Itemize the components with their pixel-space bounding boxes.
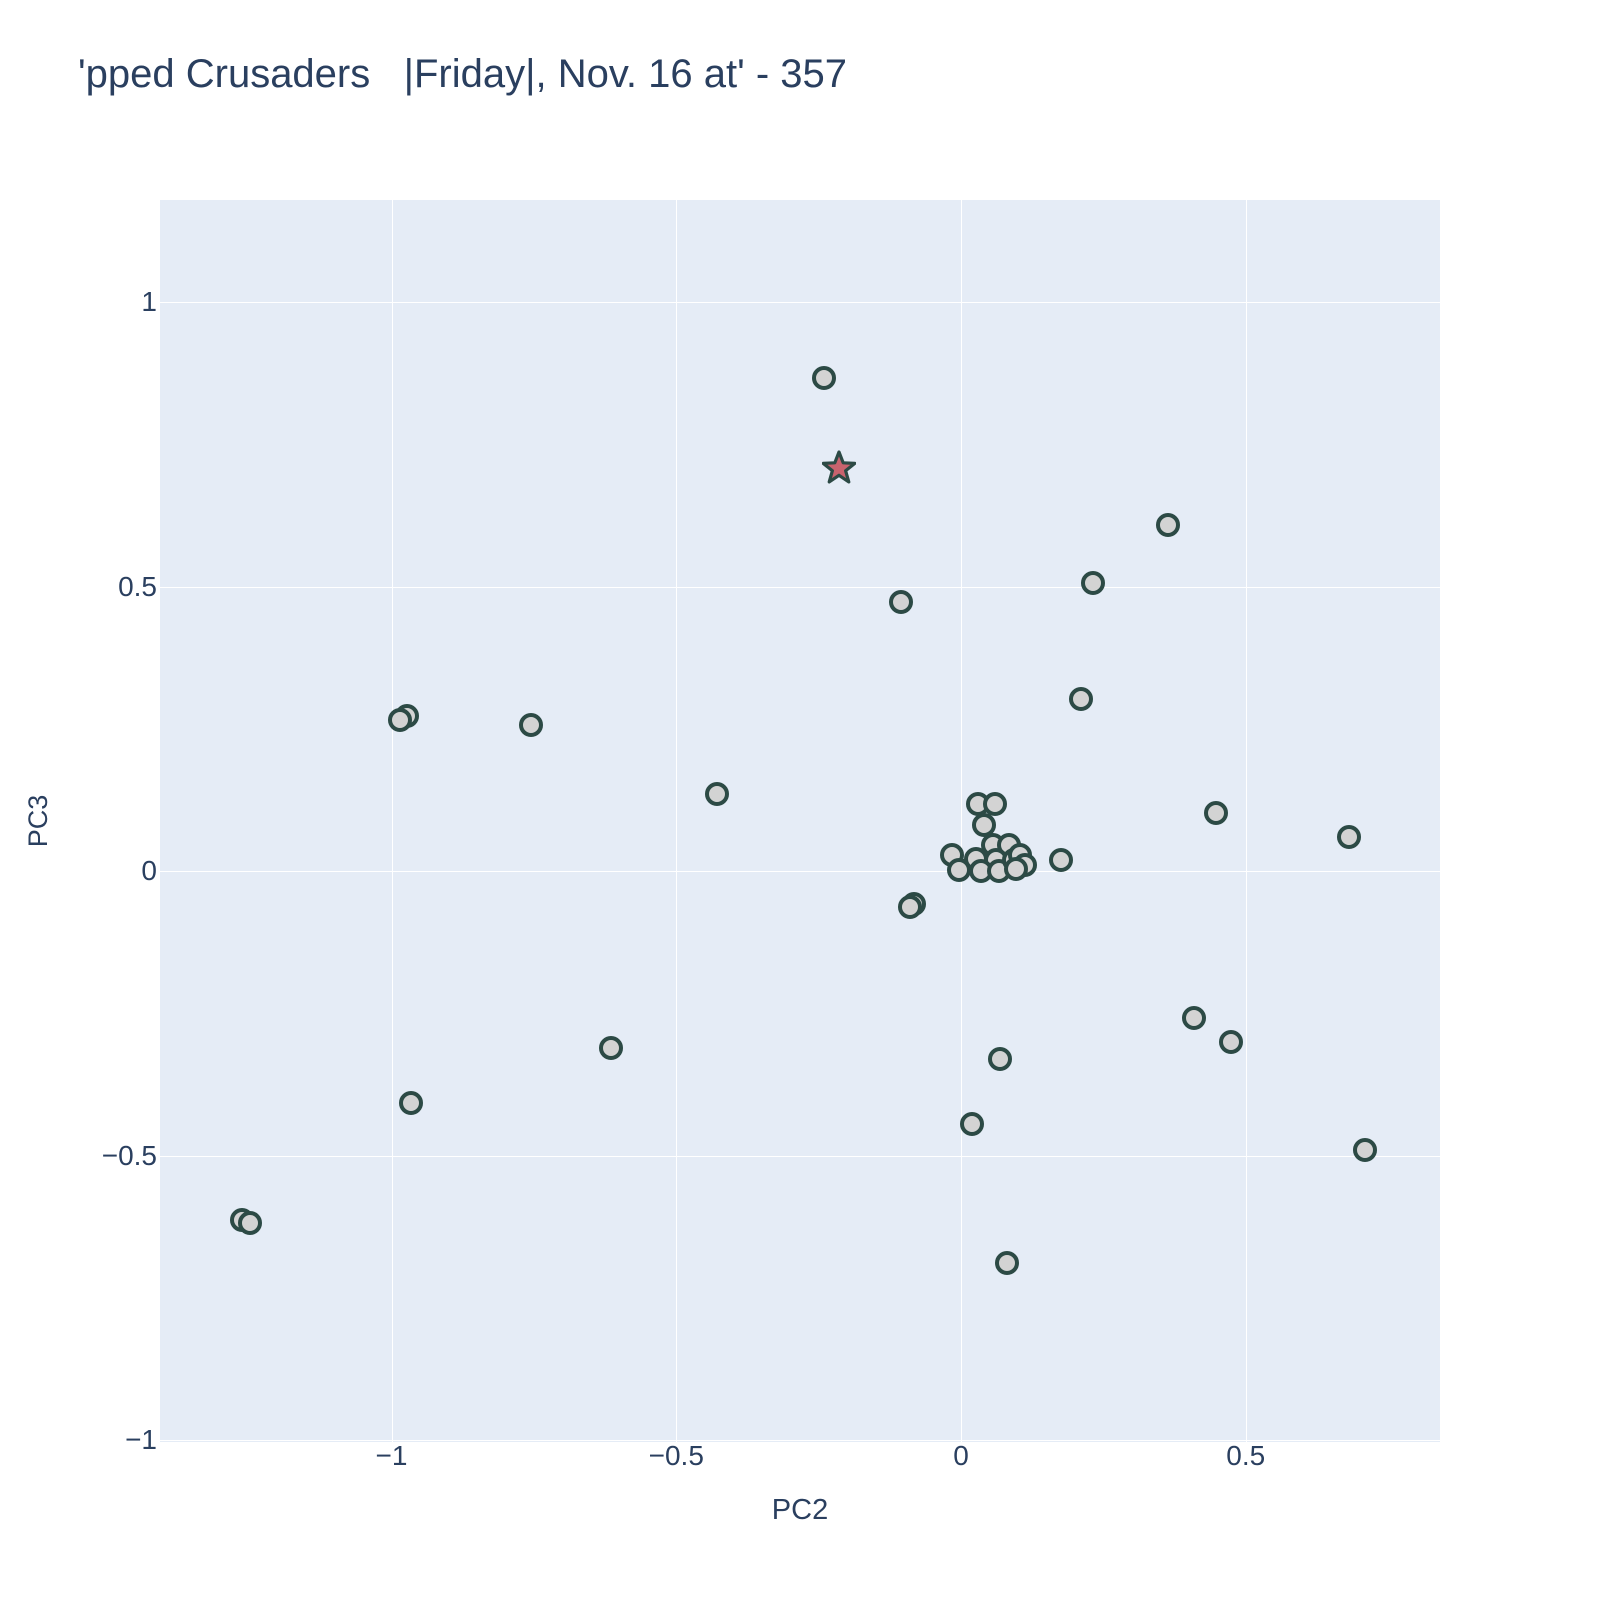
- svg-text:PC3: PC3: [25, 795, 53, 848]
